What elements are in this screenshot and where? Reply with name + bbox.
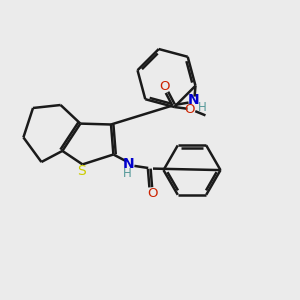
Text: N: N — [123, 157, 135, 171]
Text: O: O — [147, 187, 157, 200]
Text: O: O — [159, 80, 169, 94]
Text: S: S — [76, 164, 85, 178]
Text: N: N — [188, 93, 200, 107]
Text: H: H — [198, 101, 207, 114]
Text: H: H — [123, 167, 132, 180]
Text: O: O — [184, 103, 195, 116]
